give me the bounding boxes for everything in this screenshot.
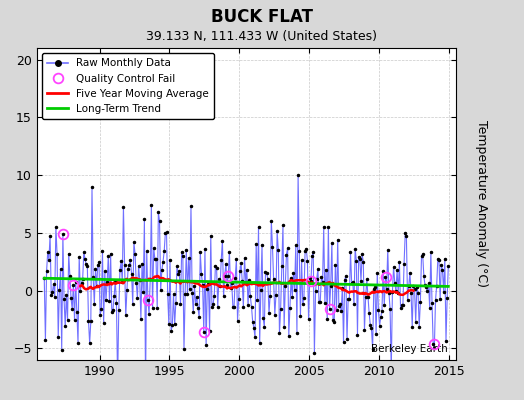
Legend: Raw Monthly Data, Quality Control Fail, Five Year Moving Average, Long-Term Tren: Raw Monthly Data, Quality Control Fail, … [42, 53, 214, 119]
Text: BUCK FLAT: BUCK FLAT [211, 8, 313, 26]
Text: 39.133 N, 111.433 W (United States): 39.133 N, 111.433 W (United States) [147, 30, 377, 43]
Y-axis label: Temperature Anomaly (°C): Temperature Anomaly (°C) [475, 120, 488, 288]
Text: Berkeley Earth: Berkeley Earth [371, 344, 447, 354]
